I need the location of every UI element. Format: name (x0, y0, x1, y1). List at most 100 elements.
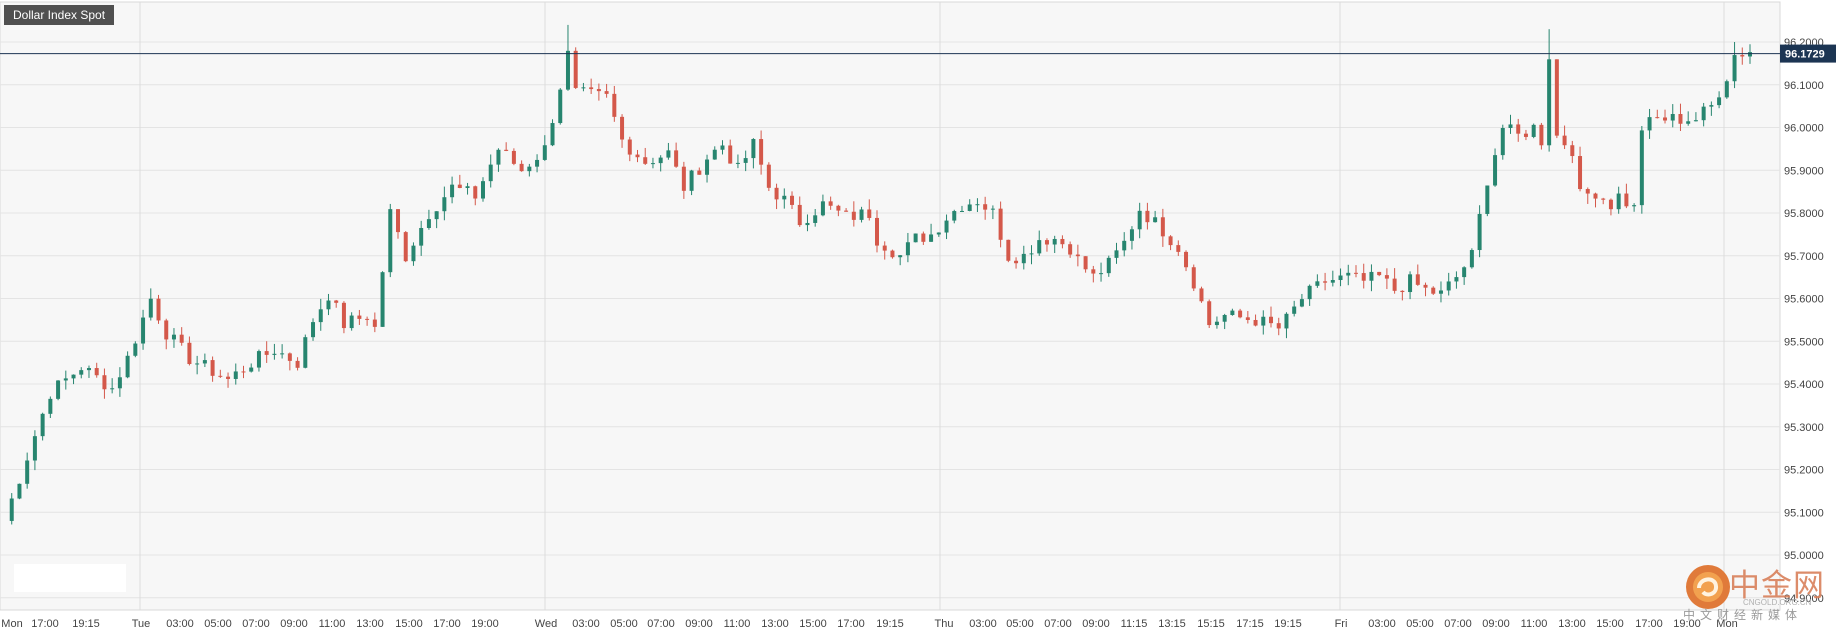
x-tick-label: 07:00 (242, 618, 270, 630)
candle-body (1099, 273, 1104, 275)
candle-body (326, 300, 331, 310)
candle-body (990, 208, 995, 210)
candle-body (612, 93, 617, 117)
y-tick-label: 95.0000 (1784, 550, 1824, 562)
candle-body (187, 342, 192, 365)
candle-body (527, 166, 532, 172)
candle-body (280, 353, 285, 355)
candle-body (1686, 121, 1691, 124)
candle-body (365, 318, 370, 320)
x-axis: Mon 17:00 19:15 Tue 03:00 05:00 07:00 09:00 11:0… (1, 618, 1737, 630)
x-tick-label: 11:00 (319, 618, 346, 630)
candle-body (1570, 145, 1575, 157)
candle-body (1261, 316, 1266, 326)
candle-body (1748, 52, 1752, 57)
candle-body (1122, 240, 1127, 251)
candle-body (1608, 199, 1613, 210)
candle-body (1477, 213, 1482, 251)
candle-body (1523, 133, 1528, 137)
candle-body (712, 149, 717, 160)
candle-body (558, 89, 563, 124)
candle-body (9, 498, 14, 521)
candle-body (913, 233, 918, 243)
candle-body (156, 298, 161, 321)
candle-body (1245, 317, 1250, 320)
x-tick-label: Tue (132, 618, 151, 630)
candle-body (1014, 260, 1019, 264)
x-tick-label: 13:15 (1158, 618, 1186, 630)
candle-body (967, 204, 972, 211)
candle-body (1724, 81, 1729, 98)
candle-body (1500, 127, 1505, 156)
candle-body (117, 377, 122, 389)
candle-body (1670, 114, 1675, 121)
last-price-label: 96.1729 (1785, 49, 1825, 61)
candle-body (565, 50, 570, 90)
candle-body (1346, 272, 1351, 276)
candle-body (844, 210, 849, 212)
candle-body (1068, 244, 1073, 255)
candle-body (110, 388, 115, 390)
candle-body (1238, 310, 1243, 318)
candle-body (689, 170, 694, 191)
candle-body (1632, 205, 1637, 207)
candle-body (195, 363, 200, 365)
candle-body (1222, 315, 1227, 322)
x-tick-label: 09:00 (685, 618, 713, 630)
candle-body (882, 245, 887, 251)
candle-body (1400, 290, 1405, 293)
candle-body (1639, 130, 1644, 206)
candle-body (1323, 281, 1328, 283)
candle-body (936, 232, 941, 235)
x-tick-label: 05:00 (204, 618, 232, 630)
candle-body (1415, 274, 1420, 285)
y-tick-label: 96.1000 (1784, 80, 1824, 92)
candle-body (728, 145, 733, 164)
watermark-url: CNGOLD.ORG.CN (1743, 598, 1812, 607)
candle-body (102, 375, 107, 390)
x-tick-label: 13:00 (1558, 618, 1586, 630)
candle-body (1299, 299, 1304, 307)
candle-body (1230, 310, 1235, 316)
x-tick-label: 15:00 (1596, 618, 1624, 630)
candle-body (341, 302, 346, 329)
x-tick-label: 19:15 (1274, 618, 1302, 630)
candle-body (249, 367, 254, 372)
candle-body (218, 375, 223, 377)
candle-body (496, 149, 501, 165)
x-tick-label: 05:00 (610, 618, 638, 630)
candle-body (681, 166, 686, 191)
candle-body (226, 376, 231, 379)
candle-body (1663, 117, 1668, 121)
candle-body (1137, 210, 1142, 230)
candle-body (1655, 117, 1660, 119)
candle-body (1678, 114, 1683, 124)
x-tick-label: Mon (1716, 618, 1737, 630)
x-tick-label: 17:00 (31, 618, 59, 630)
x-tick-label: 15:15 (1197, 618, 1225, 630)
candle-body (836, 205, 841, 211)
candle-body (859, 209, 864, 220)
candle-body (1191, 267, 1196, 289)
x-tick-label: 07:00 (1044, 618, 1072, 630)
candle-body (983, 204, 988, 210)
candle-body (396, 209, 401, 233)
candle-body (959, 210, 964, 212)
candle-body (1709, 105, 1714, 107)
candle-body (735, 162, 740, 164)
candle-body (1454, 277, 1459, 282)
candle-body (504, 149, 509, 151)
candle-body (1160, 217, 1165, 237)
candle-body (1106, 257, 1111, 274)
plot-area (0, 1, 1781, 611)
watermark-logo-icon (1686, 565, 1730, 609)
x-tick-label: 03:00 (166, 618, 194, 630)
candle-body (311, 322, 316, 338)
candle-body (32, 436, 37, 461)
candle-body (1307, 285, 1312, 300)
candle-body (450, 184, 455, 198)
candle-body (210, 360, 215, 376)
candle-body (56, 380, 61, 399)
candle-body (1601, 198, 1606, 200)
x-tick-label: 19:00 (471, 618, 499, 630)
